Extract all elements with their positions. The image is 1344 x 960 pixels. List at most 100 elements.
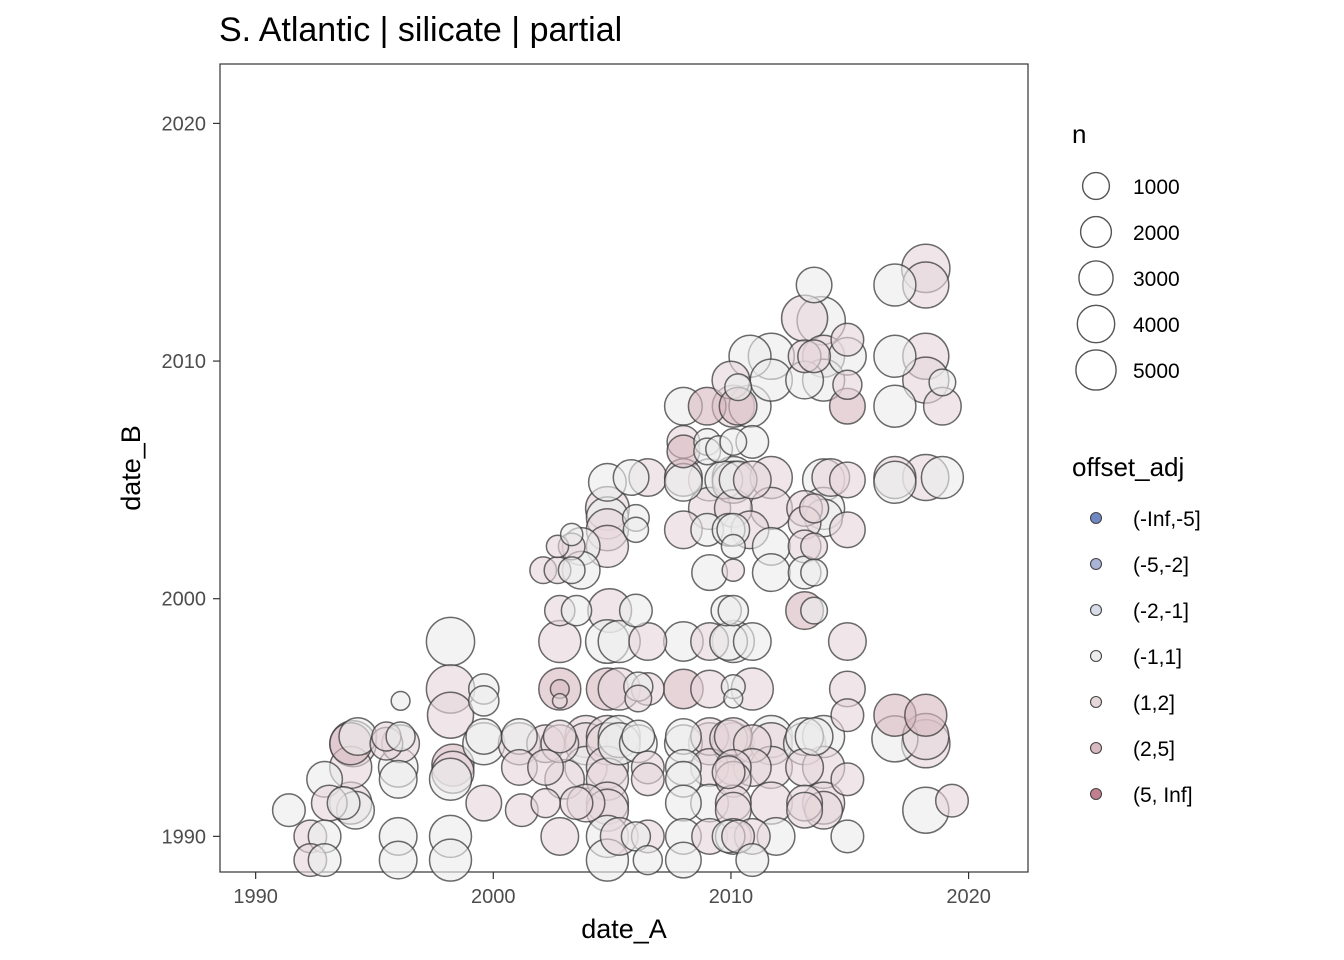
data-point (832, 369, 863, 401)
x-tick-label: 2020 (946, 886, 991, 908)
data-point (794, 716, 834, 757)
color-legend-key (1089, 695, 1103, 709)
data-point (928, 368, 957, 397)
data-point (735, 843, 770, 878)
size-legend-label: 2000 (1133, 222, 1180, 245)
data-point (428, 838, 473, 882)
data-point (559, 786, 594, 821)
data-point (717, 594, 750, 627)
data-point (624, 684, 653, 713)
y-tick-label: 2020 (162, 113, 207, 135)
x-axis-title: date_A (581, 914, 667, 944)
data-point (797, 339, 832, 374)
data-point (827, 621, 867, 662)
data-point (378, 840, 418, 880)
data-point (557, 556, 586, 585)
data-point (830, 762, 865, 797)
data-point (618, 593, 653, 628)
color-legend-label: (5, Inf] (1133, 784, 1193, 807)
color-legend-key (1089, 741, 1103, 755)
color-legend-key (1089, 511, 1103, 525)
color-legend-key (1089, 649, 1103, 663)
size-legend: n 1000 2000 3000 4000 5000 (1072, 119, 1180, 391)
data-point (800, 558, 829, 587)
data-point (621, 719, 656, 754)
data-point (721, 558, 746, 583)
data-point (719, 427, 748, 456)
y-tick-label: 2010 (162, 351, 207, 373)
data-point (465, 784, 503, 822)
color-legend-key (1089, 603, 1103, 617)
data-point (664, 784, 702, 822)
color-legend-label: (-1,1] (1133, 646, 1182, 669)
color-legend-label: (-5,-2] (1133, 554, 1189, 577)
data-point (378, 759, 418, 799)
data-point (800, 596, 829, 625)
size-legend-key (1076, 304, 1116, 344)
color-legend-title: offset_adj (1072, 452, 1184, 482)
data-point (307, 843, 342, 878)
data-point (920, 455, 965, 500)
color-legend: offset_adj (-Inf,-5] (-5,-2] (-2,-1] (-1,1]… (1072, 452, 1201, 807)
data-point (390, 690, 411, 712)
color-legend-label: (2,5] (1133, 738, 1175, 761)
data-point (271, 793, 306, 828)
data-point (786, 791, 824, 829)
data-point (530, 787, 561, 819)
data-point (428, 757, 473, 802)
data-point (830, 819, 865, 854)
y-axis: 1990 2000 2010 2020 (162, 113, 220, 848)
data-point (873, 460, 917, 505)
data-point (873, 384, 917, 428)
data-point (612, 458, 650, 497)
x-tick-label: 2000 (471, 886, 516, 908)
chart-title: S. Atlantic | silicate | partial (219, 11, 622, 49)
data-point (632, 844, 664, 876)
size-legend-key (1075, 349, 1117, 391)
data-point (828, 461, 866, 499)
y-tick-label: 2000 (162, 589, 207, 611)
data-point (628, 621, 668, 662)
size-legend-key (1078, 260, 1114, 296)
points-layer (271, 243, 970, 882)
size-legend-label: 5000 (1133, 360, 1180, 383)
y-axis-title: date_B (116, 425, 146, 511)
data-point (622, 516, 650, 544)
data-point (527, 748, 565, 786)
data-point (326, 786, 361, 821)
data-point (873, 263, 917, 307)
data-point (732, 621, 772, 662)
data-point (873, 334, 917, 379)
data-point (904, 693, 948, 737)
data-point (542, 719, 577, 754)
data-point (830, 322, 865, 357)
data-point (540, 816, 580, 856)
data-point (934, 783, 970, 818)
data-point (720, 533, 746, 560)
color-legend-label: (1,2] (1133, 692, 1175, 715)
y-tick-label: 1990 (162, 826, 207, 848)
x-axis: 1990 2000 2010 2020 (233, 872, 991, 908)
data-point (828, 511, 866, 549)
data-point (426, 691, 475, 739)
data-point (664, 841, 702, 879)
size-legend-key (1081, 171, 1111, 201)
color-legend-key (1089, 787, 1103, 801)
data-point (465, 717, 503, 756)
size-legend-label: 1000 (1133, 176, 1180, 199)
x-tick-label: 1990 (233, 886, 278, 908)
data-point (732, 460, 772, 500)
plot-area (219, 63, 1029, 882)
data-point (711, 755, 746, 790)
color-legend-label: (-2,-1] (1133, 600, 1189, 623)
data-point (663, 462, 703, 502)
data-point (630, 762, 665, 797)
data-point (560, 594, 593, 627)
size-legend-label: 4000 (1133, 314, 1180, 337)
data-point (385, 721, 416, 752)
data-point (723, 688, 744, 709)
data-point (724, 373, 753, 402)
data-point (798, 493, 830, 524)
data-point (559, 522, 584, 547)
